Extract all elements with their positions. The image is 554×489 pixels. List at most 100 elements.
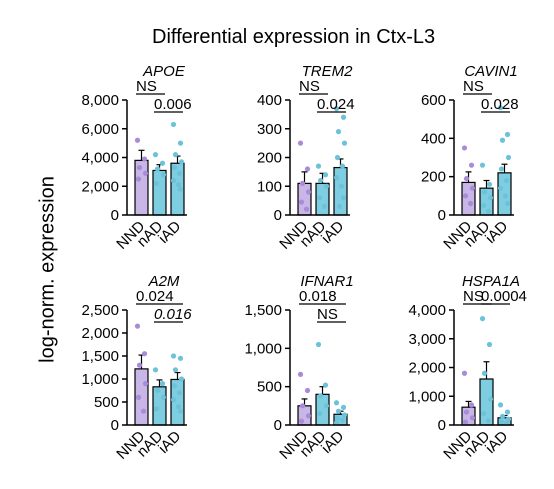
data-point [141, 156, 148, 162]
data-point [485, 208, 492, 214]
data-point [152, 367, 159, 373]
y-tick-label: 2,000 [81, 325, 119, 342]
data-point [497, 402, 504, 408]
y-tick-label: 0 [111, 417, 119, 434]
data-point [485, 418, 492, 424]
panel-a2m: A2M05001,0001,5002,0002,500NNDnADiAD0.02… [81, 273, 192, 463]
data-point [499, 137, 506, 143]
data-point [322, 382, 329, 388]
data-point [298, 199, 305, 205]
data-point [461, 145, 468, 151]
y-tick-label: 1,000 [408, 388, 446, 405]
data-point [315, 341, 322, 348]
data-point [177, 140, 184, 146]
data-point [480, 410, 487, 417]
y-tick-label: 400 [257, 92, 282, 109]
data-point [178, 159, 185, 165]
data-point [134, 137, 141, 143]
data-point [504, 409, 511, 415]
data-point [305, 413, 312, 419]
y-tick-label: 600 [421, 92, 446, 109]
data-point [140, 408, 147, 414]
data-point [333, 420, 340, 426]
data-point [172, 152, 179, 158]
data-point [322, 172, 329, 178]
data-point [315, 163, 322, 169]
data-point [321, 203, 328, 209]
y-tick-label: 0 [438, 207, 446, 224]
data-point [498, 418, 505, 425]
data-point [299, 180, 306, 186]
data-point [305, 189, 312, 195]
data-point [341, 412, 348, 418]
data-point [317, 393, 324, 399]
y-tick-label: 2,500 [81, 302, 119, 319]
data-point [462, 419, 469, 425]
data-point [468, 402, 475, 408]
significance-label: 0.006 [154, 96, 192, 113]
data-point [134, 323, 141, 329]
data-point [304, 166, 311, 172]
data-point [142, 381, 149, 387]
data-point [340, 114, 347, 120]
data-point [499, 413, 506, 419]
data-point [142, 170, 149, 176]
data-point [479, 316, 486, 322]
y-tick-label: 2,000 [81, 178, 119, 195]
data-point [152, 152, 159, 158]
y-tick-label: 2,000 [408, 360, 446, 377]
data-point [340, 404, 347, 410]
data-point [304, 387, 311, 394]
significance-label: 0.0004 [481, 288, 527, 305]
data-point [316, 410, 323, 417]
y-tick-label: 1,000 [81, 371, 119, 388]
y-tick-label: 4,000 [81, 150, 119, 167]
y-tick-label: 3,000 [408, 331, 446, 348]
y-tick-label: 500 [257, 379, 282, 396]
data-point [341, 140, 348, 146]
y-tick-label: 500 [94, 394, 119, 411]
data-point [170, 121, 177, 128]
data-point [160, 394, 167, 400]
data-point [502, 193, 509, 199]
y-tick-label: 100 [257, 178, 282, 195]
significance-label: NS [463, 78, 484, 95]
data-point [176, 390, 183, 396]
data-point [316, 195, 323, 201]
data-point [177, 355, 184, 361]
data-point [171, 164, 178, 171]
bar-nad [479, 378, 494, 426]
y-tick-label: 8,000 [81, 92, 119, 109]
data-point [160, 172, 167, 178]
data-point [170, 353, 177, 359]
y-tick-label: 400 [421, 130, 446, 147]
data-point [339, 163, 346, 169]
panel-title: APOE [142, 63, 186, 80]
data-point [154, 387, 161, 394]
data-point [299, 403, 306, 409]
data-point [323, 403, 330, 409]
data-point [503, 177, 510, 184]
data-point [487, 195, 494, 201]
data-point [177, 408, 184, 414]
panel-title: HSPA1A [462, 273, 520, 290]
y-tick-label: 0 [274, 417, 282, 434]
data-point [159, 160, 166, 166]
y-tick-label: 200 [257, 150, 282, 167]
data-point [481, 370, 488, 376]
x-tick-label: iAD [482, 428, 511, 457]
data-point [467, 200, 474, 207]
data-point [176, 170, 183, 176]
significance-label: NS [136, 78, 157, 95]
y-tick-label: 1,500 [244, 302, 282, 319]
data-point [463, 175, 470, 182]
data-point [487, 396, 494, 402]
data-point [297, 371, 304, 377]
data-point [136, 362, 143, 368]
data-point [497, 185, 504, 191]
significance-label: NS [299, 78, 320, 95]
data-point [479, 162, 486, 168]
